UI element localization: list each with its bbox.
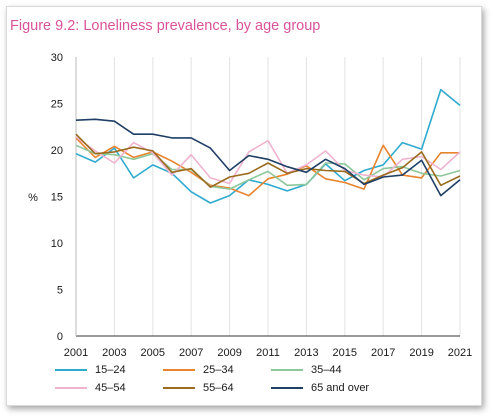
- legend-item: 55–64: [163, 382, 234, 394]
- y-axis-label: %: [28, 192, 38, 204]
- chart-title: Figure 9.2: Loneliness prevalence, by ag…: [10, 18, 321, 34]
- y-tick-label: 5: [57, 285, 63, 297]
- x-tick-label: 2019: [409, 347, 433, 359]
- legend-label: 65 and over: [311, 382, 370, 394]
- x-tick-label: 2009: [217, 347, 241, 359]
- y-tick-label: 20: [51, 145, 63, 157]
- x-tick-label: 2001: [64, 347, 88, 359]
- series-line: [75, 88, 461, 204]
- legend-item: 25–34: [163, 364, 234, 376]
- grid: [75, 57, 461, 336]
- legend-swatch: [271, 387, 303, 389]
- series-line: [75, 136, 461, 185]
- legend-label: 55–64: [203, 382, 234, 394]
- x-tick-label: 2017: [371, 347, 395, 359]
- axes: 2001 2003 2005 2007 2009 2011 2013 2015 2017 2019…: [51, 52, 472, 359]
- x-tick-label: 2003: [102, 347, 126, 359]
- legend-item: 15–24: [55, 364, 126, 376]
- legend-label: 25–34: [203, 364, 234, 376]
- legend-swatch: [163, 369, 195, 371]
- y-tick-label: 10: [51, 238, 63, 250]
- legend-swatch: [55, 369, 87, 371]
- legend-swatch: [55, 387, 87, 389]
- x-tick-label: 2013: [294, 347, 318, 359]
- y-tick-label: 15: [51, 192, 63, 204]
- series-line: [75, 144, 461, 190]
- legend-label: 45–54: [95, 382, 126, 394]
- x-tick-label: 2005: [141, 347, 165, 359]
- x-tick-label: 2015: [333, 347, 357, 359]
- chart-card: [6, 6, 482, 406]
- x-tick-label: 2007: [179, 347, 203, 359]
- x-tick-label: 2011: [256, 347, 280, 359]
- series-line: [75, 133, 461, 188]
- x-tick-label: 2021: [448, 347, 472, 359]
- legend-item: 65 and over: [271, 382, 369, 394]
- legend-swatch: [271, 369, 303, 371]
- y-tick-label: 25: [51, 99, 63, 111]
- series-lines: [75, 88, 461, 204]
- y-tick-label: 0: [57, 331, 63, 343]
- legend-label: 35–44: [311, 364, 342, 376]
- series-line: [75, 118, 461, 197]
- y-tick-label: 30: [51, 52, 63, 64]
- legend-item: 45–54: [55, 382, 126, 394]
- legend-swatch: [163, 387, 195, 389]
- legend-label: 15–24: [95, 364, 126, 376]
- legend-item: 35–44: [271, 364, 342, 376]
